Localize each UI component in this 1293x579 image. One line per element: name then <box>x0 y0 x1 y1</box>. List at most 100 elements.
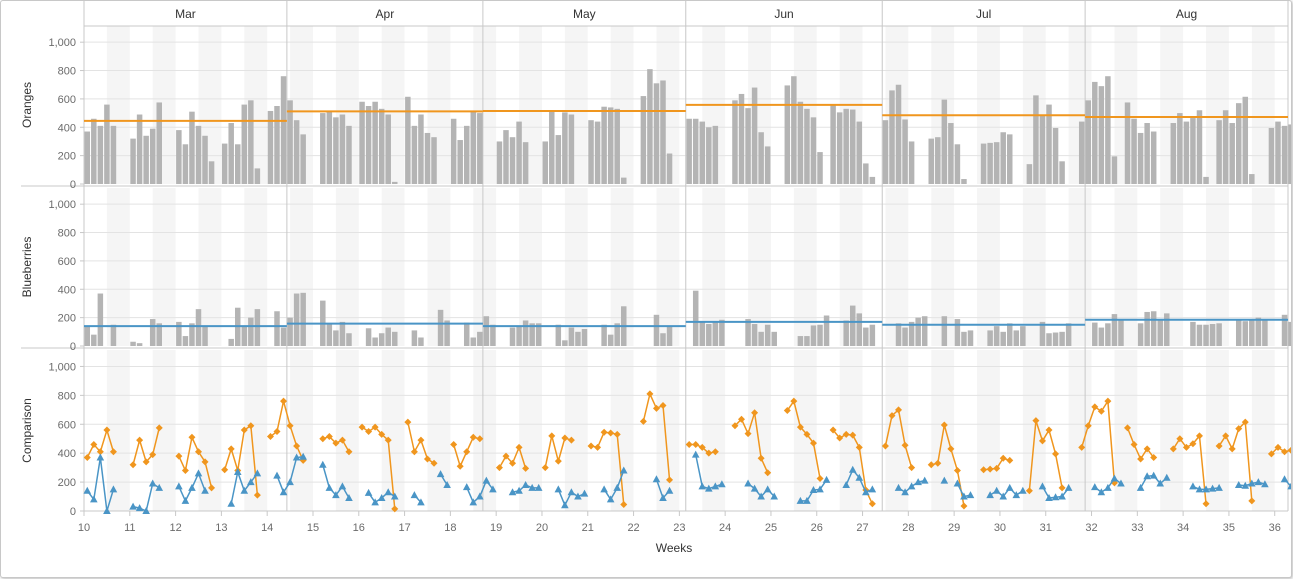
bar-blueberries <box>614 323 620 346</box>
bar-oranges <box>431 137 437 184</box>
point-blueberries <box>90 495 98 503</box>
point-blueberries <box>606 495 615 503</box>
week-band <box>335 188 359 346</box>
bar-blueberries <box>764 324 771 346</box>
point-oranges <box>1195 432 1203 440</box>
point-blueberries <box>109 485 118 493</box>
x-tick-label: 27 <box>856 522 868 534</box>
bar-oranges <box>1216 120 1222 184</box>
point-blueberries <box>1195 485 1204 493</box>
point-oranges <box>1235 425 1243 433</box>
x-tick-label: 36 <box>1269 522 1281 534</box>
point-oranges <box>175 452 183 460</box>
bar-oranges <box>549 110 555 184</box>
y-tick-label: 200 <box>58 477 76 489</box>
point-blueberries <box>619 466 628 474</box>
point-oranges <box>908 464 916 472</box>
point-oranges <box>208 484 216 492</box>
point-oranges <box>809 439 817 447</box>
bar-oranges <box>228 123 234 184</box>
point-oranges <box>849 431 857 439</box>
point-oranges <box>829 426 837 434</box>
bar-blueberries <box>1164 313 1170 346</box>
y-tick-label: 1,000 <box>48 199 76 211</box>
bar-blueberries <box>993 326 1000 346</box>
point-oranges <box>646 390 654 398</box>
point-blueberries <box>1097 488 1106 496</box>
bar-blueberries <box>176 321 182 346</box>
point-blueberries <box>848 465 857 473</box>
bar-blueberries <box>274 311 280 346</box>
week-band <box>702 350 726 511</box>
bar-blueberries <box>771 331 777 346</box>
point-oranges <box>816 474 824 482</box>
point-oranges <box>1032 417 1040 425</box>
bar-oranges <box>300 134 306 184</box>
point-blueberries <box>521 480 530 488</box>
point-oranges <box>1281 448 1289 456</box>
bar-blueberries <box>1020 326 1026 346</box>
week-band <box>1251 350 1275 511</box>
point-blueberries <box>279 488 288 496</box>
point-oranges <box>541 464 549 472</box>
point-oranges <box>365 428 373 435</box>
week-band <box>610 350 634 511</box>
bar-blueberries <box>1105 323 1111 346</box>
x-tick-label: 22 <box>627 522 639 534</box>
point-blueberries <box>1045 493 1053 501</box>
bar-blueberries <box>156 323 162 346</box>
y-tick-label: 0 <box>70 341 76 353</box>
point-oranges <box>548 432 556 440</box>
x-tick-label: 11 <box>124 522 135 534</box>
point-blueberries <box>286 478 294 486</box>
point-oranges <box>345 448 353 456</box>
point-oranges <box>757 454 765 462</box>
bar-oranges <box>1144 123 1150 184</box>
bar-blueberries <box>1262 319 1268 346</box>
point-oranges <box>515 443 523 451</box>
point-blueberries <box>103 507 111 514</box>
line-oranges <box>1028 420 1063 491</box>
y-tick-label: 600 <box>58 94 76 106</box>
x-tick-label: 14 <box>261 522 273 534</box>
point-blueberries <box>580 489 589 497</box>
bar-blueberries <box>562 340 568 346</box>
point-blueberries <box>227 499 236 507</box>
bar-blueberries <box>516 326 522 346</box>
week-band <box>839 188 863 346</box>
bar-blueberries <box>411 330 418 346</box>
point-oranges <box>705 449 713 457</box>
bar-oranges <box>928 138 934 184</box>
week-band <box>610 188 634 346</box>
point-blueberries <box>247 478 255 486</box>
bar-oranges <box>1046 104 1052 184</box>
point-oranges <box>639 417 647 425</box>
x-tick-label: 26 <box>811 522 823 534</box>
bar-blueberries <box>915 317 921 346</box>
week-band <box>381 26 405 184</box>
point-oranges <box>561 434 569 442</box>
x-tick-label: 28 <box>902 522 914 534</box>
x-tick-label: 21 <box>582 522 594 534</box>
week-band <box>1068 188 1092 346</box>
y-tick-label: 1,000 <box>48 361 76 373</box>
point-oranges <box>338 436 346 444</box>
bar-oranges <box>594 121 601 184</box>
week-band <box>1206 350 1229 511</box>
point-oranges <box>692 441 700 449</box>
x-tick-label: 13 <box>215 522 227 534</box>
bar-blueberries <box>280 327 287 346</box>
bar-blueberries <box>477 331 483 346</box>
bar-blueberries <box>372 337 378 346</box>
point-blueberries <box>129 502 137 510</box>
bar-blueberries <box>1046 333 1052 346</box>
bar-oranges <box>1150 131 1157 184</box>
point-oranges <box>1045 426 1053 434</box>
bar-blueberries <box>110 324 117 346</box>
point-blueberries <box>705 484 713 492</box>
x-tick-label: 35 <box>1223 522 1235 534</box>
point-blueberries <box>803 496 811 504</box>
bar-oranges <box>836 112 843 184</box>
bar-blueberries <box>346 333 352 346</box>
bar-blueberries <box>941 316 948 346</box>
